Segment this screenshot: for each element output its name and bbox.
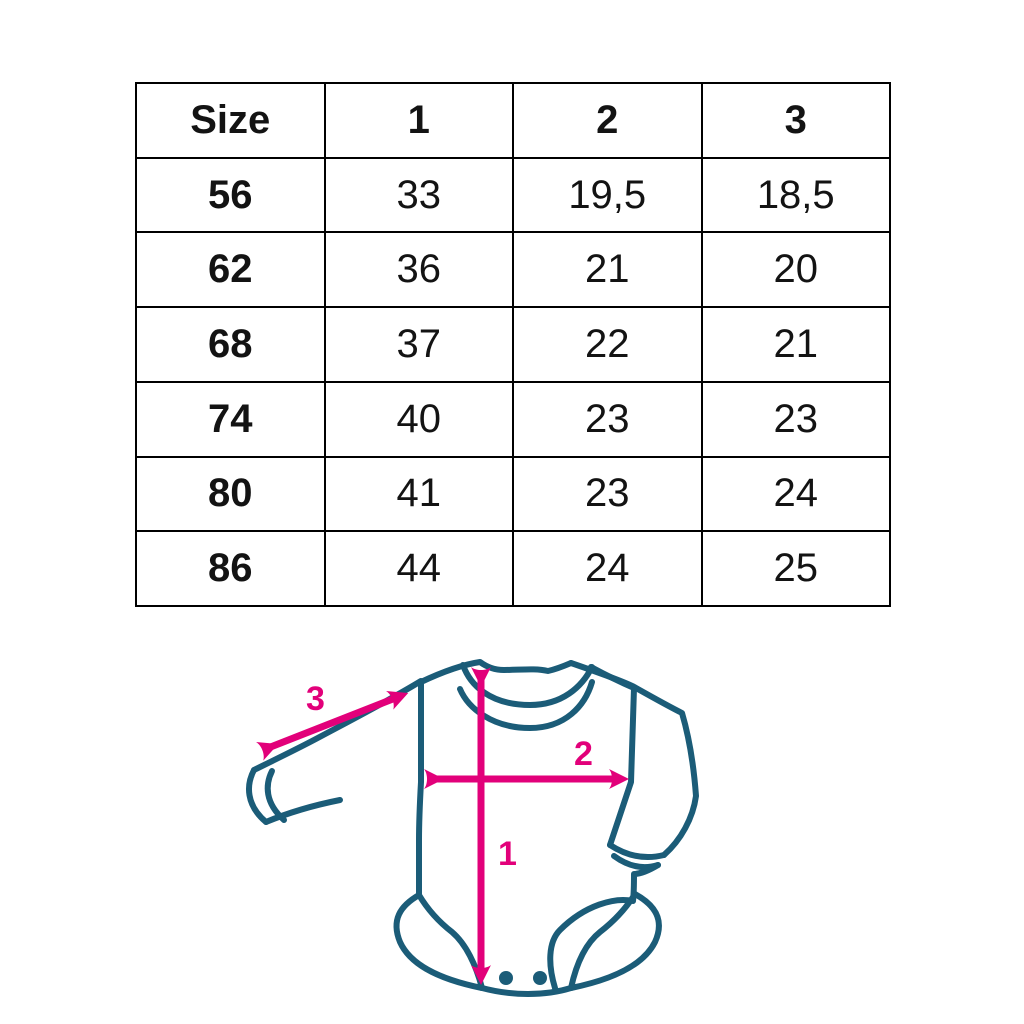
svg-text:2: 2 [574,735,593,773]
svg-text:1: 1 [498,835,517,873]
svg-text:3: 3 [306,680,325,718]
